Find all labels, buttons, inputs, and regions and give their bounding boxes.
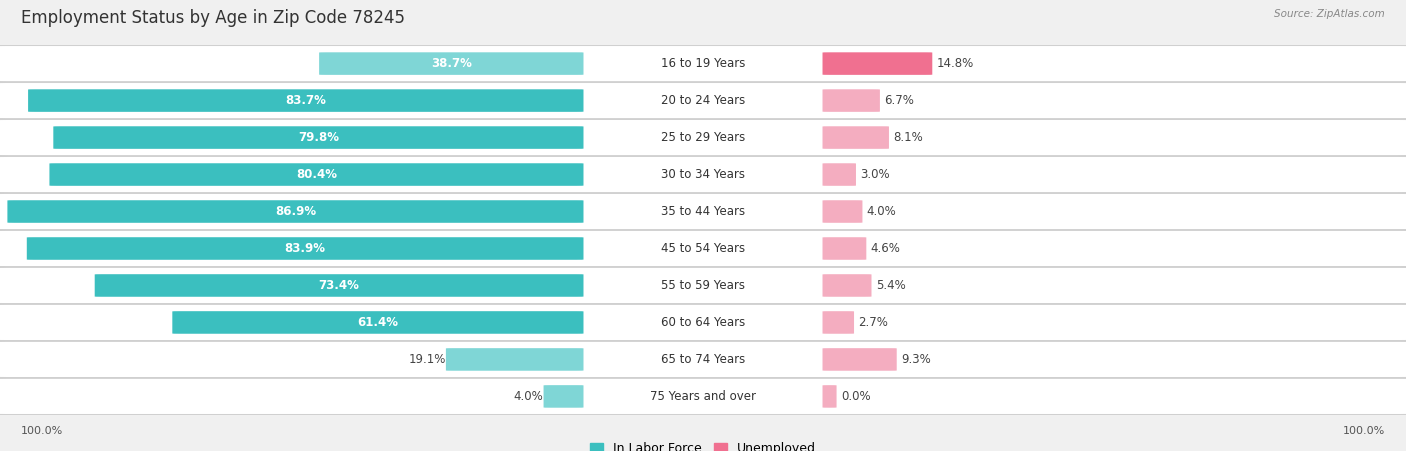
FancyBboxPatch shape	[173, 311, 583, 334]
Text: Source: ZipAtlas.com: Source: ZipAtlas.com	[1274, 9, 1385, 19]
Text: 83.9%: 83.9%	[284, 242, 326, 255]
FancyBboxPatch shape	[823, 200, 862, 223]
FancyBboxPatch shape	[544, 385, 583, 408]
FancyBboxPatch shape	[823, 163, 856, 186]
FancyBboxPatch shape	[0, 46, 1406, 82]
Legend: In Labor Force, Unemployed: In Labor Force, Unemployed	[585, 437, 821, 451]
Text: 86.9%: 86.9%	[276, 205, 316, 218]
FancyBboxPatch shape	[0, 193, 1406, 230]
Text: 25 to 29 Years: 25 to 29 Years	[661, 131, 745, 144]
FancyBboxPatch shape	[27, 237, 583, 260]
Text: 80.4%: 80.4%	[295, 168, 337, 181]
Text: 5.4%: 5.4%	[876, 279, 905, 292]
FancyBboxPatch shape	[823, 126, 889, 149]
Text: 55 to 59 Years: 55 to 59 Years	[661, 279, 745, 292]
Text: 100.0%: 100.0%	[21, 426, 63, 436]
Text: 6.7%: 6.7%	[884, 94, 914, 107]
Text: 75 Years and over: 75 Years and over	[650, 390, 756, 403]
FancyBboxPatch shape	[446, 348, 583, 371]
Text: 35 to 44 Years: 35 to 44 Years	[661, 205, 745, 218]
FancyBboxPatch shape	[319, 52, 583, 75]
FancyBboxPatch shape	[0, 304, 1406, 341]
Text: 45 to 54 Years: 45 to 54 Years	[661, 242, 745, 255]
FancyBboxPatch shape	[823, 385, 837, 408]
Text: 8.1%: 8.1%	[893, 131, 922, 144]
FancyBboxPatch shape	[0, 120, 1406, 156]
FancyBboxPatch shape	[823, 311, 853, 334]
FancyBboxPatch shape	[53, 126, 583, 149]
FancyBboxPatch shape	[823, 348, 897, 371]
FancyBboxPatch shape	[28, 89, 583, 112]
Text: 60 to 64 Years: 60 to 64 Years	[661, 316, 745, 329]
Text: 4.6%: 4.6%	[870, 242, 900, 255]
Text: 4.0%: 4.0%	[513, 390, 544, 403]
Text: 20 to 24 Years: 20 to 24 Years	[661, 94, 745, 107]
Text: 14.8%: 14.8%	[936, 57, 974, 70]
Text: 9.3%: 9.3%	[901, 353, 931, 366]
Text: 19.1%: 19.1%	[409, 353, 446, 366]
Text: 100.0%: 100.0%	[1343, 426, 1385, 436]
FancyBboxPatch shape	[7, 200, 583, 223]
FancyBboxPatch shape	[823, 274, 872, 297]
Text: 4.0%: 4.0%	[866, 205, 897, 218]
Text: 16 to 19 Years: 16 to 19 Years	[661, 57, 745, 70]
Text: Employment Status by Age in Zip Code 78245: Employment Status by Age in Zip Code 782…	[21, 9, 405, 27]
FancyBboxPatch shape	[0, 230, 1406, 267]
Text: 2.7%: 2.7%	[858, 316, 889, 329]
Text: 79.8%: 79.8%	[298, 131, 339, 144]
Text: 30 to 34 Years: 30 to 34 Years	[661, 168, 745, 181]
Text: 38.7%: 38.7%	[430, 57, 472, 70]
FancyBboxPatch shape	[823, 89, 880, 112]
Text: 73.4%: 73.4%	[319, 279, 360, 292]
FancyBboxPatch shape	[94, 274, 583, 297]
FancyBboxPatch shape	[0, 341, 1406, 377]
Text: 61.4%: 61.4%	[357, 316, 398, 329]
Text: 0.0%: 0.0%	[841, 390, 870, 403]
Text: 65 to 74 Years: 65 to 74 Years	[661, 353, 745, 366]
FancyBboxPatch shape	[0, 378, 1406, 414]
FancyBboxPatch shape	[0, 83, 1406, 119]
FancyBboxPatch shape	[823, 237, 866, 260]
Text: 83.7%: 83.7%	[285, 94, 326, 107]
FancyBboxPatch shape	[0, 156, 1406, 193]
FancyBboxPatch shape	[0, 267, 1406, 304]
FancyBboxPatch shape	[49, 163, 583, 186]
FancyBboxPatch shape	[823, 52, 932, 75]
Text: 3.0%: 3.0%	[860, 168, 890, 181]
